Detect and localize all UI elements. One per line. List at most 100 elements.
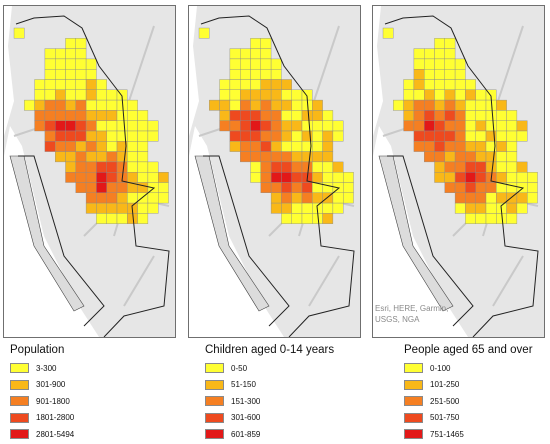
- grid-cell[interactable]: [270, 182, 282, 194]
- grid-cell[interactable]: [44, 110, 56, 121]
- grid-cell[interactable]: [75, 58, 87, 70]
- grid-cell[interactable]: [506, 120, 518, 132]
- grid-cell[interactable]: [260, 171, 272, 183]
- grid-cell[interactable]: [96, 161, 107, 173]
- grid-cell[interactable]: [465, 79, 476, 91]
- grid-cell[interactable]: [240, 58, 251, 70]
- grid-cell[interactable]: [127, 141, 138, 152]
- grid-cell[interactable]: [281, 99, 292, 111]
- grid-cell[interactable]: [157, 192, 169, 204]
- map-panel-population[interactable]: [3, 5, 176, 338]
- grid-cell[interactable]: [260, 141, 272, 152]
- grid-cell[interactable]: [444, 130, 456, 142]
- grid-cell[interactable]: [250, 48, 262, 60]
- grid-cell[interactable]: [424, 151, 435, 163]
- grid-cell[interactable]: [413, 48, 425, 60]
- grid-cell[interactable]: [516, 130, 528, 142]
- grid-cell[interactable]: [250, 99, 262, 111]
- grid-cell[interactable]: [312, 120, 323, 132]
- grid-cell[interactable]: [322, 151, 334, 163]
- grid-cell[interactable]: [516, 120, 528, 132]
- grid-cell[interactable]: [24, 99, 35, 111]
- grid-cell[interactable]: [55, 69, 66, 80]
- grid-cell[interactable]: [270, 202, 282, 214]
- grid-cell[interactable]: [413, 130, 425, 142]
- grid-cell[interactable]: [485, 120, 497, 132]
- grid-cell[interactable]: [454, 192, 466, 204]
- grid-cell[interactable]: [454, 130, 466, 142]
- grid-cell[interactable]: [270, 120, 282, 132]
- grid-cell[interactable]: [465, 182, 476, 194]
- grid-cell[interactable]: [403, 79, 415, 91]
- grid-cell[interactable]: [13, 27, 25, 39]
- grid-cell[interactable]: [65, 89, 77, 101]
- grid-cell[interactable]: [475, 120, 487, 132]
- grid-cell[interactable]: [106, 130, 118, 142]
- map-panel-children[interactable]: [188, 5, 361, 338]
- grid-cell[interactable]: [270, 151, 282, 163]
- grid-cell[interactable]: [444, 79, 456, 91]
- grid-cell[interactable]: [250, 79, 262, 91]
- grid-cell[interactable]: [281, 120, 292, 132]
- grid-cell[interactable]: [75, 38, 87, 49]
- grid-cell[interactable]: [106, 192, 118, 204]
- grid-cell[interactable]: [434, 151, 446, 163]
- grid-cell[interactable]: [85, 69, 97, 80]
- grid-cell[interactable]: [322, 110, 334, 121]
- grid-cell[interactable]: [454, 99, 466, 111]
- grid-cell[interactable]: [147, 130, 159, 142]
- grid-cell[interactable]: [75, 171, 87, 183]
- grid-cell[interactable]: [454, 89, 466, 101]
- grid-cell[interactable]: [106, 182, 118, 194]
- grid-cell[interactable]: [116, 110, 128, 121]
- grid-cell[interactable]: [85, 89, 97, 101]
- grid-cell[interactable]: [34, 120, 46, 132]
- grid-cell[interactable]: [219, 99, 231, 111]
- grid-cell[interactable]: [291, 202, 303, 214]
- grid-cell[interactable]: [322, 161, 334, 173]
- grid-cell[interactable]: [260, 58, 272, 70]
- map-canvas[interactable]: Esri, HERE, Garmin, USGS, NGA: [373, 6, 544, 337]
- grid-cell[interactable]: [116, 182, 128, 194]
- grid-cell[interactable]: [485, 110, 497, 121]
- grid-cell[interactable]: [434, 79, 446, 91]
- grid-cell[interactable]: [270, 99, 282, 111]
- grid-cell[interactable]: [106, 89, 118, 101]
- grid-cell[interactable]: [65, 58, 77, 70]
- grid-cell[interactable]: [312, 141, 323, 152]
- grid-cell[interactable]: [291, 192, 303, 204]
- grid-cell[interactable]: [454, 141, 466, 152]
- grid-cell[interactable]: [65, 120, 77, 132]
- grid-cell[interactable]: [250, 38, 262, 49]
- grid-cell[interactable]: [454, 58, 466, 70]
- grid-cell[interactable]: [475, 151, 487, 163]
- grid-cell[interactable]: [65, 79, 77, 91]
- grid-cell[interactable]: [281, 182, 292, 194]
- grid-cell[interactable]: [75, 141, 87, 152]
- grid-cell[interactable]: [250, 110, 262, 121]
- grid-cell[interactable]: [281, 110, 292, 121]
- grid-cell[interactable]: [424, 141, 435, 152]
- grid-cell[interactable]: [322, 202, 334, 214]
- grid-cell[interactable]: [106, 202, 118, 214]
- grid-cell[interactable]: [137, 151, 149, 163]
- grid-cell[interactable]: [260, 99, 272, 111]
- grid-cell[interactable]: [434, 120, 446, 132]
- grid-cell[interactable]: [291, 130, 303, 142]
- grid-cell[interactable]: [55, 79, 66, 91]
- grid-cell[interactable]: [260, 38, 272, 49]
- grid-cell[interactable]: [240, 48, 251, 60]
- grid-cell[interactable]: [424, 48, 435, 60]
- grid-cell[interactable]: [465, 202, 476, 214]
- grid-cell[interactable]: [465, 192, 476, 204]
- grid-cell[interactable]: [96, 202, 107, 214]
- grid-cell[interactable]: [127, 151, 138, 163]
- grid-cell[interactable]: [496, 120, 507, 132]
- grid-cell[interactable]: [137, 120, 149, 132]
- grid-cell[interactable]: [270, 69, 282, 80]
- grid-cell[interactable]: [96, 99, 107, 111]
- grid-cell[interactable]: [44, 79, 56, 91]
- grid-cell[interactable]: [157, 171, 169, 183]
- grid-cell[interactable]: [270, 130, 282, 142]
- grid-cell[interactable]: [85, 192, 97, 204]
